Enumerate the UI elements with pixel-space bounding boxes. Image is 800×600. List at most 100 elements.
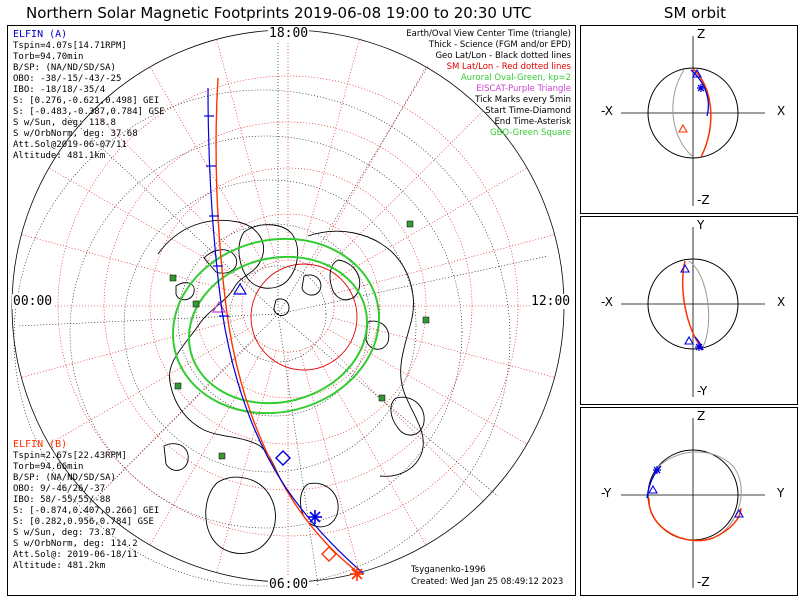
main-title: Northern Solar Magnetic Footprints 2019-… (26, 4, 532, 22)
elfin-a-info-line: Torb=94.70min (13, 52, 84, 62)
elfin-b-info-line: S: [0.282,0.956,0.784] GSE (13, 517, 154, 527)
sm-meridian (48, 167, 249, 284)
sm-meridian (332, 234, 555, 295)
orbit-1-right: X (777, 104, 786, 118)
sm-meridian (21, 234, 244, 295)
gbo-square (192, 300, 200, 308)
footprint-map: 18:00 00:00 12:00 06:00 ELFIN (A) Tspin=… (7, 25, 576, 596)
elfin-b-info-line: IBO: 58/-55/55/-88 (13, 495, 111, 505)
elfin-b-info-line: Att.Sol@: 2019-06-18/11 (13, 550, 138, 560)
legend-item: Tick Marks every 5min (475, 95, 571, 105)
gbo-square (174, 382, 182, 390)
orbit-2-bottom: -Y (697, 384, 708, 398)
gbo-squares (169, 220, 430, 460)
legend-item: Earth/Oval View Center Time (triangle) (406, 29, 571, 39)
elfin-a-info-line: OBO: -38/-15/-43/-25 (13, 74, 122, 84)
sm-meridian (92, 110, 256, 274)
legend-item: EISCAT-Purple Triangle (476, 84, 571, 94)
orbit-3-top: Z (697, 409, 706, 423)
legend-item: Thick - Science (FGM and/or EPD) (428, 40, 571, 50)
polar-map-svg (11, 29, 565, 587)
coastlines (157, 219, 425, 554)
gbo-square (378, 394, 386, 402)
elfin-b-info-line: B/SP: (NA/ND/SD/SA) (13, 473, 116, 483)
elfin-a-info-line: Altitude: 481.1km (13, 151, 106, 161)
time-label-bottom: 06:00 (268, 577, 310, 592)
legend-item: SM Lat/Lon - Red dotted lines (446, 62, 571, 72)
legend-item: End Time-Asterisk (494, 117, 571, 127)
legend-item: Auroral Oval-Green, kp=2 (460, 73, 571, 83)
sm-meridian (92, 338, 256, 502)
sm-meridian (299, 350, 360, 573)
elfin-b-info-line: Tspin=2.67s[22.43RPM] (13, 451, 127, 461)
orbit-panel-yz: Z -Z -Y Y (580, 407, 798, 596)
sm-meridian (299, 39, 360, 262)
elfin-b-start-diamond (321, 546, 337, 562)
time-label-right: 12:00 (530, 294, 572, 309)
elfin-a-ticks (204, 115, 229, 317)
time-label-left: 00:00 (12, 294, 54, 309)
elfin-a-end-asterisk (308, 510, 322, 524)
elfin-b-info-line: Altitude: 481.2km (13, 561, 106, 571)
legend-item: GBO-Green Square (490, 128, 571, 138)
time-label-top: 18:00 (268, 26, 310, 41)
auroral-oval (171, 237, 381, 415)
eiscat-triangle (211, 300, 227, 313)
legend-item: Start Time-Diamond (485, 106, 571, 116)
sm-inner-circle (250, 263, 358, 371)
elfin-a-info-line: IBO: -18/18/-35/4 (13, 85, 106, 95)
orbit-1-bottom: -Z (697, 193, 710, 207)
sm-meridian (216, 39, 277, 262)
sm-meridian (48, 328, 249, 445)
orbit-panel-xy: Y -Y -X X (580, 216, 798, 405)
sm-meridian (310, 345, 427, 546)
sm-meridian (320, 110, 484, 274)
orbit-3-bottom: -Z (697, 575, 710, 589)
elfin-b-info-line: S: [-0.874,0.407,0.266] GEI (13, 506, 160, 516)
sm-meridian (149, 345, 266, 546)
elfin-b-name: ELFIN (B) (13, 439, 68, 450)
orbit-title: SM orbit (663, 4, 727, 22)
elfin-b-end-asterisk (350, 567, 364, 581)
orbit-1-left: -X (601, 104, 613, 118)
model-credit: Tsyganenko-1996 (411, 565, 486, 575)
sm-meridian (216, 350, 277, 573)
sm-meridian (310, 66, 427, 267)
view-center-triangle (232, 282, 248, 295)
elfin-a-start-diamond (275, 450, 291, 466)
elfin-a-info-line: S w/Sun, deg: 118.8 (13, 118, 116, 128)
orbit-1-top: Z (697, 27, 706, 41)
sm-meridian (21, 317, 244, 378)
gbo-square (422, 316, 430, 324)
gbo-square (218, 452, 226, 460)
orbit-2-top: Y (697, 218, 705, 232)
gbo-square (169, 274, 177, 282)
created-stamp: Created: Wed Jan 25 08:49:12 2023 (411, 577, 564, 587)
orbit-3-right: Y (777, 486, 785, 500)
elfin-b-info-line: Torb=94.66min (13, 462, 84, 472)
elfin-a-info-line: Tspin=4.07s[14.71RPM] (13, 41, 127, 51)
gbo-square (406, 220, 414, 228)
orbit-xz-svg (621, 36, 765, 206)
elfin-a-info-line: B/SP: (NA/ND/SD/SA) (13, 63, 116, 73)
elfin-a-trace (207, 87, 365, 575)
orbit-xy-svg (621, 227, 765, 397)
elfin-a-info-line: S: [0.276,-0.621,0.498] GEI (13, 96, 160, 106)
sm-meridian (327, 167, 528, 284)
elfin-a-info-line: Att.Sol@2019-06-07/11 (13, 140, 127, 150)
orbit-panel-xz: Z -Z -X X (580, 25, 798, 214)
geo-grid (13, 36, 549, 587)
elfin-a-info-line: S w/OrbNorm, deg: 37.68 (13, 129, 138, 139)
orbit-2-left: -X (601, 295, 613, 309)
orbit-2-right: X (777, 295, 786, 309)
sm-meridian (332, 317, 555, 378)
legend-item: Geo Lat/Lon - Black dotted lines (435, 51, 571, 61)
elfin-b-trace (215, 77, 361, 575)
elfin-b-info-line: S w/OrbNorm, deg: 114.2 (13, 539, 138, 549)
sm-meridian (327, 328, 528, 445)
elfin-a-name: ELFIN (A) (13, 29, 68, 40)
elfin-b-info-line: S w/Sun, deg: 73.87 (13, 528, 116, 538)
orbit-yz-svg (621, 418, 765, 588)
elfin-a-info-line: S: [-0.483,-0.387,0.784] GSE (13, 107, 165, 117)
orbit-3-left: -Y (601, 486, 612, 500)
